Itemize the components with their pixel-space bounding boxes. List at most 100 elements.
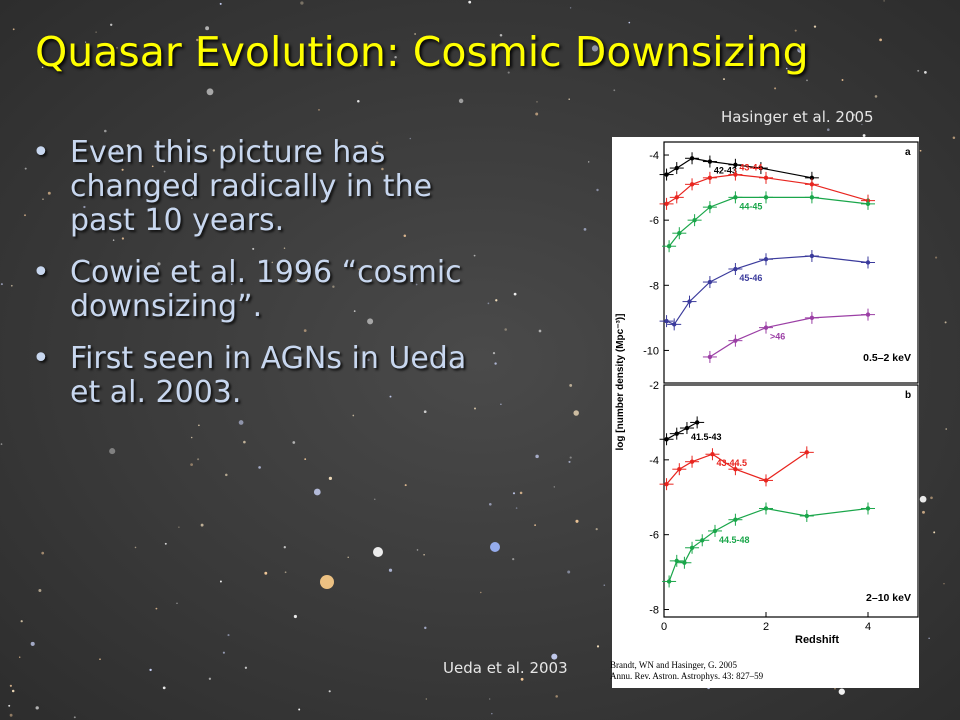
data-point: [672, 322, 677, 327]
star: [534, 524, 536, 526]
star: [328, 690, 331, 693]
bullet-text: Cowie et al. 1996 “cosmic downsizing”.: [70, 255, 462, 324]
star: [264, 571, 268, 575]
data-point: [664, 318, 669, 324]
data-point: [733, 338, 738, 343]
star: [628, 21, 631, 24]
star: [176, 602, 178, 604]
star: [219, 580, 222, 583]
star: [538, 329, 542, 333]
star: [409, 137, 412, 140]
star: [588, 161, 590, 163]
star: [473, 254, 476, 257]
star: [827, 128, 830, 131]
star: [190, 436, 193, 439]
star: [492, 352, 496, 355]
star: [304, 458, 307, 460]
star: [500, 403, 502, 406]
star: [487, 302, 490, 305]
y-tick-label: -8: [649, 280, 659, 292]
data-point: [689, 545, 695, 550]
star: [201, 46, 205, 50]
data-point: [763, 175, 769, 181]
star: [163, 170, 166, 173]
star: [109, 448, 116, 455]
star: [196, 38, 199, 42]
star: [838, 688, 845, 695]
star: [126, 144, 130, 148]
data-point: [684, 425, 690, 431]
star: [238, 420, 244, 425]
bullet-item: • Even this picture has changed radically…: [32, 136, 472, 238]
star: [488, 502, 492, 506]
star: [495, 299, 498, 302]
bullet-text: Even this picture has changed radically …: [70, 135, 433, 238]
star: [423, 410, 427, 414]
star: [403, 234, 407, 237]
star: [575, 519, 579, 523]
data-point: [733, 195, 738, 200]
star: [952, 136, 956, 139]
data-point: [707, 279, 713, 285]
star: [924, 71, 927, 74]
star: [24, 214, 26, 217]
star: [320, 575, 334, 589]
star: [41, 551, 45, 555]
star: [568, 460, 571, 463]
star: [785, 67, 788, 70]
energy-band-label: 0.5–2 keV: [863, 352, 911, 364]
star: [222, 651, 225, 654]
data-point: [763, 478, 769, 483]
star: [883, 0, 885, 2]
star: [357, 100, 360, 103]
star: [300, 1, 304, 5]
star: [499, 34, 503, 37]
star: [806, 79, 808, 82]
star: [85, 41, 87, 43]
star: [490, 542, 500, 552]
star: [919, 495, 927, 503]
star: [944, 321, 947, 324]
bullet-text: First seen in AGNs in Ueda et al. 2003.: [70, 341, 467, 410]
star: [367, 318, 374, 325]
star: [10, 284, 13, 287]
star: [879, 38, 882, 42]
y-tick-label: -8: [649, 605, 659, 617]
star: [178, 526, 180, 528]
star: [35, 706, 39, 710]
y-tick-label: -4: [649, 455, 659, 467]
star: [198, 424, 200, 427]
star: [425, 698, 427, 700]
data-point: [763, 325, 769, 330]
star: [212, 149, 216, 152]
star: [83, 205, 86, 209]
star: [415, 283, 418, 286]
data-point: [674, 165, 679, 171]
star: [841, 79, 844, 81]
star: [73, 716, 76, 719]
star: [861, 123, 863, 126]
star: [943, 583, 945, 585]
star: [190, 463, 193, 466]
data-point: [674, 195, 679, 200]
star: [494, 362, 497, 365]
star: [151, 165, 154, 168]
star: [200, 523, 204, 527]
data-point: [689, 182, 695, 187]
star: [797, 46, 804, 53]
x-tick-label: 4: [865, 621, 871, 633]
data-point: [763, 257, 769, 262]
star: [155, 607, 158, 610]
series-line: [668, 507, 869, 582]
data-point: [733, 517, 738, 522]
star: [935, 256, 938, 259]
star: [551, 653, 558, 660]
star: [917, 69, 920, 72]
panel-letter: a: [905, 147, 911, 158]
star: [20, 620, 23, 623]
star: [569, 456, 572, 459]
star: [404, 484, 407, 487]
star: [115, 149, 119, 153]
star: [603, 584, 606, 586]
star: [121, 237, 125, 240]
